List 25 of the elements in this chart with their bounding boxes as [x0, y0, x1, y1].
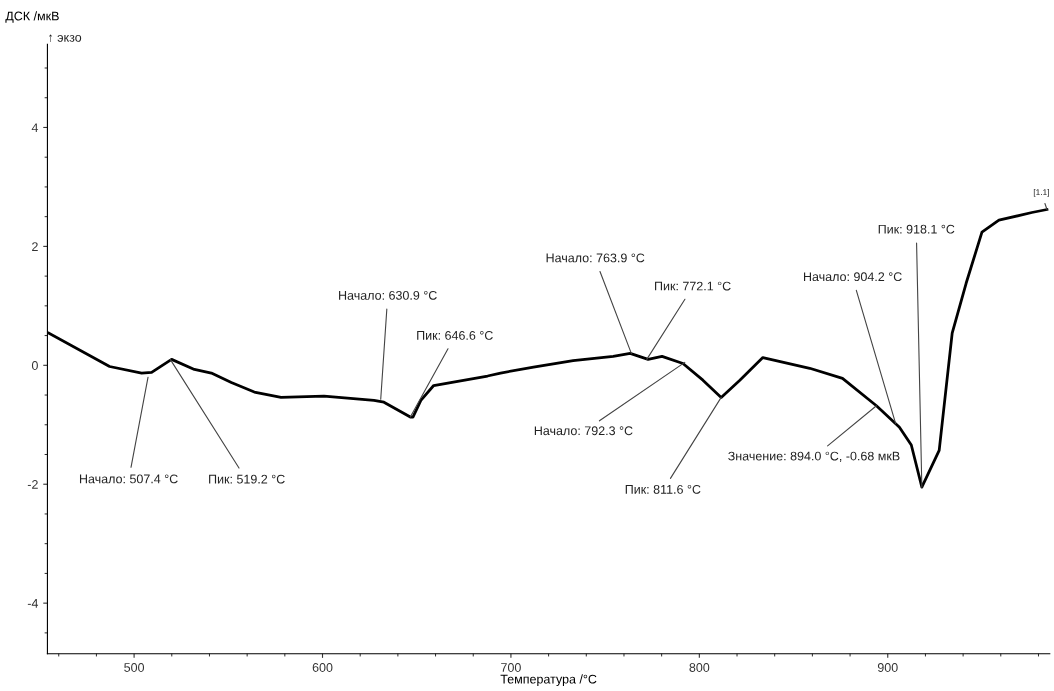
x-axis-title: Температура /°C	[500, 674, 597, 687]
annotation: Пик: 646.6 °C	[417, 330, 493, 340]
x-tick-label: 600	[312, 663, 333, 672]
annotation: Значение: 894.0 °C, -0.68 мкВ	[728, 451, 900, 462]
y-tick-label: -2	[27, 480, 38, 489]
y-tick-label: -4	[27, 599, 39, 608]
annotation: Пик: 519.2 °C	[209, 474, 285, 484]
y-tick-label: 2	[32, 242, 38, 251]
annotation: Пик: 772.1 °C	[655, 281, 731, 291]
annotation: [1.1]	[1033, 188, 1049, 197]
annotation: Пик: 811.6 °C	[625, 484, 701, 494]
x-tick-label: 800	[689, 663, 710, 672]
x-tick-label: 900	[877, 663, 898, 672]
annotation: Начало: 630.9 °C	[339, 290, 437, 300]
annotation: Начало: 904.2 °C	[804, 272, 902, 282]
annotation: Пик: 918.1 °C	[878, 224, 955, 234]
y-tick-label: 4	[31, 123, 39, 132]
annotation: Начало: 792.3 °C	[534, 426, 633, 436]
x-tick-label: 500	[124, 663, 145, 672]
y-axis-title: ДСК /мкВ	[5, 11, 59, 23]
annotation: Начало: 507.4 °C	[79, 474, 178, 484]
text: ↑ экзо	[49, 34, 82, 42]
y-tick-label: 0	[31, 361, 38, 370]
x-tick-label: 700	[501, 663, 521, 672]
annotation: Начало: 763.9 °C	[546, 253, 645, 263]
